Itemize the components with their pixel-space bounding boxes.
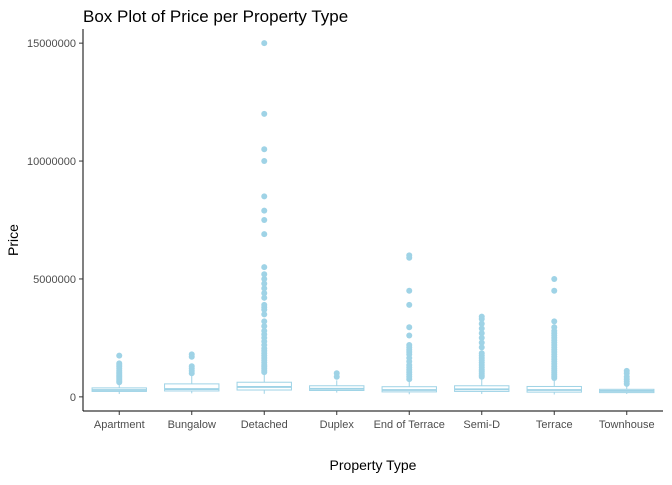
box-group bbox=[164, 351, 220, 394]
outlier-point bbox=[188, 363, 195, 370]
box-group bbox=[91, 352, 147, 395]
x-tick-label: Bungalow bbox=[168, 419, 216, 431]
y-tick-label: 10000000 bbox=[27, 156, 76, 168]
outlier-point bbox=[261, 231, 268, 238]
y-tick-label: 15000000 bbox=[27, 38, 76, 50]
outlier-point bbox=[478, 344, 485, 351]
outlier-point bbox=[261, 158, 268, 165]
outlier-point bbox=[406, 287, 413, 294]
outlier-point bbox=[478, 330, 485, 337]
outlier-point bbox=[261, 40, 268, 47]
box-iqr bbox=[164, 383, 220, 392]
outlier-point bbox=[478, 313, 485, 320]
outlier-point bbox=[551, 318, 558, 325]
outlier-point bbox=[261, 207, 268, 214]
outlier-point bbox=[478, 325, 485, 332]
outlier-point bbox=[406, 332, 413, 339]
x-axis-label: Property Type bbox=[330, 457, 417, 473]
y-axis-label: Price bbox=[5, 224, 21, 256]
outlier-point bbox=[478, 320, 485, 327]
outlier-point bbox=[188, 351, 195, 358]
outlier-point bbox=[478, 350, 485, 357]
outlier-point bbox=[551, 287, 558, 294]
chart-title: Box Plot of Price per Property Type bbox=[83, 7, 348, 26]
outlier-point bbox=[406, 324, 413, 331]
outlier-point bbox=[261, 280, 268, 287]
outlier-point bbox=[261, 290, 268, 297]
box-group bbox=[526, 275, 582, 395]
outlier-point bbox=[333, 370, 340, 377]
x-tick-label: Townhouse bbox=[599, 419, 655, 431]
outlier-point bbox=[261, 294, 268, 301]
x-tick-label: Detached bbox=[241, 419, 288, 431]
outlier-point bbox=[261, 327, 268, 334]
outlier-point bbox=[261, 318, 268, 325]
outlier-point bbox=[116, 352, 123, 359]
outlier-point bbox=[261, 311, 268, 318]
outlier-point bbox=[261, 217, 268, 223]
x-tick-label: Terrace bbox=[536, 419, 573, 431]
outlier-point bbox=[116, 360, 123, 367]
outlier-point bbox=[261, 271, 268, 278]
outlier-point bbox=[406, 252, 413, 259]
plot-area bbox=[91, 40, 655, 395]
outlier-point bbox=[261, 285, 268, 292]
box-group bbox=[454, 313, 510, 395]
y-tick-label: 0 bbox=[70, 392, 76, 404]
y-tick-label: 5000000 bbox=[33, 274, 76, 286]
box-group bbox=[381, 252, 437, 395]
y-axis-ticks: 0 5000000 10000000 15000000 bbox=[27, 38, 83, 404]
x-tick-label: Duplex bbox=[320, 419, 355, 431]
outlier-point bbox=[406, 301, 413, 308]
outlier-point bbox=[261, 146, 268, 153]
outlier-point bbox=[478, 339, 485, 346]
box-group bbox=[599, 367, 655, 395]
outlier-point bbox=[261, 301, 268, 308]
x-tick-label: Apartment bbox=[94, 419, 145, 431]
x-axis-ticks: Apartment Bungalow Detached Duplex End of Te… bbox=[94, 411, 655, 431]
outlier-point bbox=[261, 323, 268, 330]
x-tick-label: Semi-D bbox=[463, 419, 500, 431]
outlier-point bbox=[623, 367, 630, 374]
outlier-point bbox=[551, 324, 558, 331]
outlier-point bbox=[406, 341, 413, 348]
box-group bbox=[309, 370, 365, 393]
outlier-point bbox=[261, 193, 268, 200]
outlier-point bbox=[551, 275, 558, 282]
outlier-point bbox=[261, 275, 268, 282]
x-tick-label: End of Terrace bbox=[374, 419, 445, 431]
box-group bbox=[236, 40, 292, 394]
outlier-point bbox=[261, 264, 268, 271]
outlier-point bbox=[478, 334, 485, 341]
outlier-point bbox=[261, 110, 268, 117]
